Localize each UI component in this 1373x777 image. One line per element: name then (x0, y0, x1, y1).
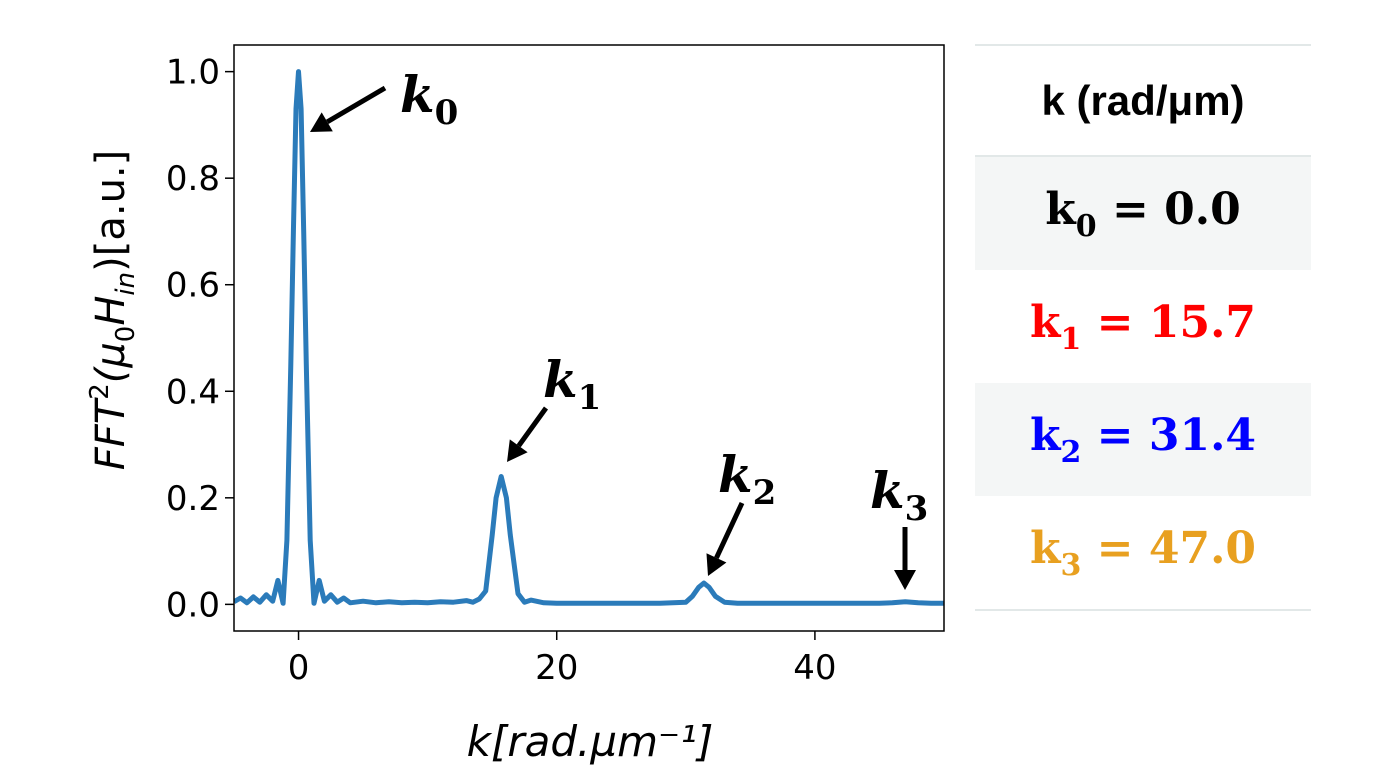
peak-arrow-shaft (325, 85, 387, 125)
y-tick-label: 0.4 (166, 372, 220, 412)
k1-value: k1 = 15.7 (1029, 296, 1257, 357)
y-tick-label: 0.8 (166, 159, 220, 199)
peak-arrow-head (507, 439, 528, 462)
peak-label-k3: k3 (870, 461, 928, 529)
fft-chart: 0 20 40 0.0 0.2 0.4 0.6 0.8 1.0 k0 k1 k2 k3 k[rad.µ… (85, 44, 945, 766)
y-tick-label: 0.2 (166, 479, 220, 519)
peak-label-k1: k1 (543, 350, 601, 418)
k2-value: k2 = 31.4 (1029, 409, 1257, 470)
peak-label-k0: k0 (400, 65, 458, 133)
peak-arrow-shaft (516, 406, 549, 448)
table-row-k1: k1 = 15.7 (975, 270, 1311, 383)
table-row-k0: k0 = 0.0 (975, 157, 1311, 270)
x-tick-label: 0 (288, 648, 310, 688)
y-axis-label: FFT2(μ0Hin)[a.u.] (85, 150, 141, 471)
x-tick-label: 20 (535, 648, 578, 688)
table-row-k3: k3 = 47.0 (975, 496, 1311, 611)
x-tick-label: 40 (793, 648, 836, 688)
k3-value: k3 = 47.0 (1029, 522, 1257, 583)
peak-arrow-shaft (714, 501, 745, 559)
peak-arrow-head (310, 112, 333, 132)
y-tick-label: 1.0 (166, 53, 220, 93)
k0-value: k0 = 0.0 (1045, 183, 1241, 244)
y-tick-label: 0.0 (166, 585, 220, 625)
y-tick-label: 0.6 (166, 266, 220, 306)
peak-arrow-head (894, 570, 916, 590)
peak-label-k2: k2 (718, 445, 776, 513)
x-axis-label: k[rad.µm⁻¹] (467, 717, 714, 766)
fft-series-line (234, 69, 944, 606)
table-header: k (rad/μm) (975, 44, 1311, 157)
table-row-k2: k2 = 31.4 (975, 383, 1311, 496)
peak-arrow-head (706, 553, 727, 576)
k-values-table: k (rad/μm) k0 = 0.0 k1 = 15.7 k2 = 31.4 … (975, 44, 1311, 611)
axes-frame (233, 44, 945, 632)
